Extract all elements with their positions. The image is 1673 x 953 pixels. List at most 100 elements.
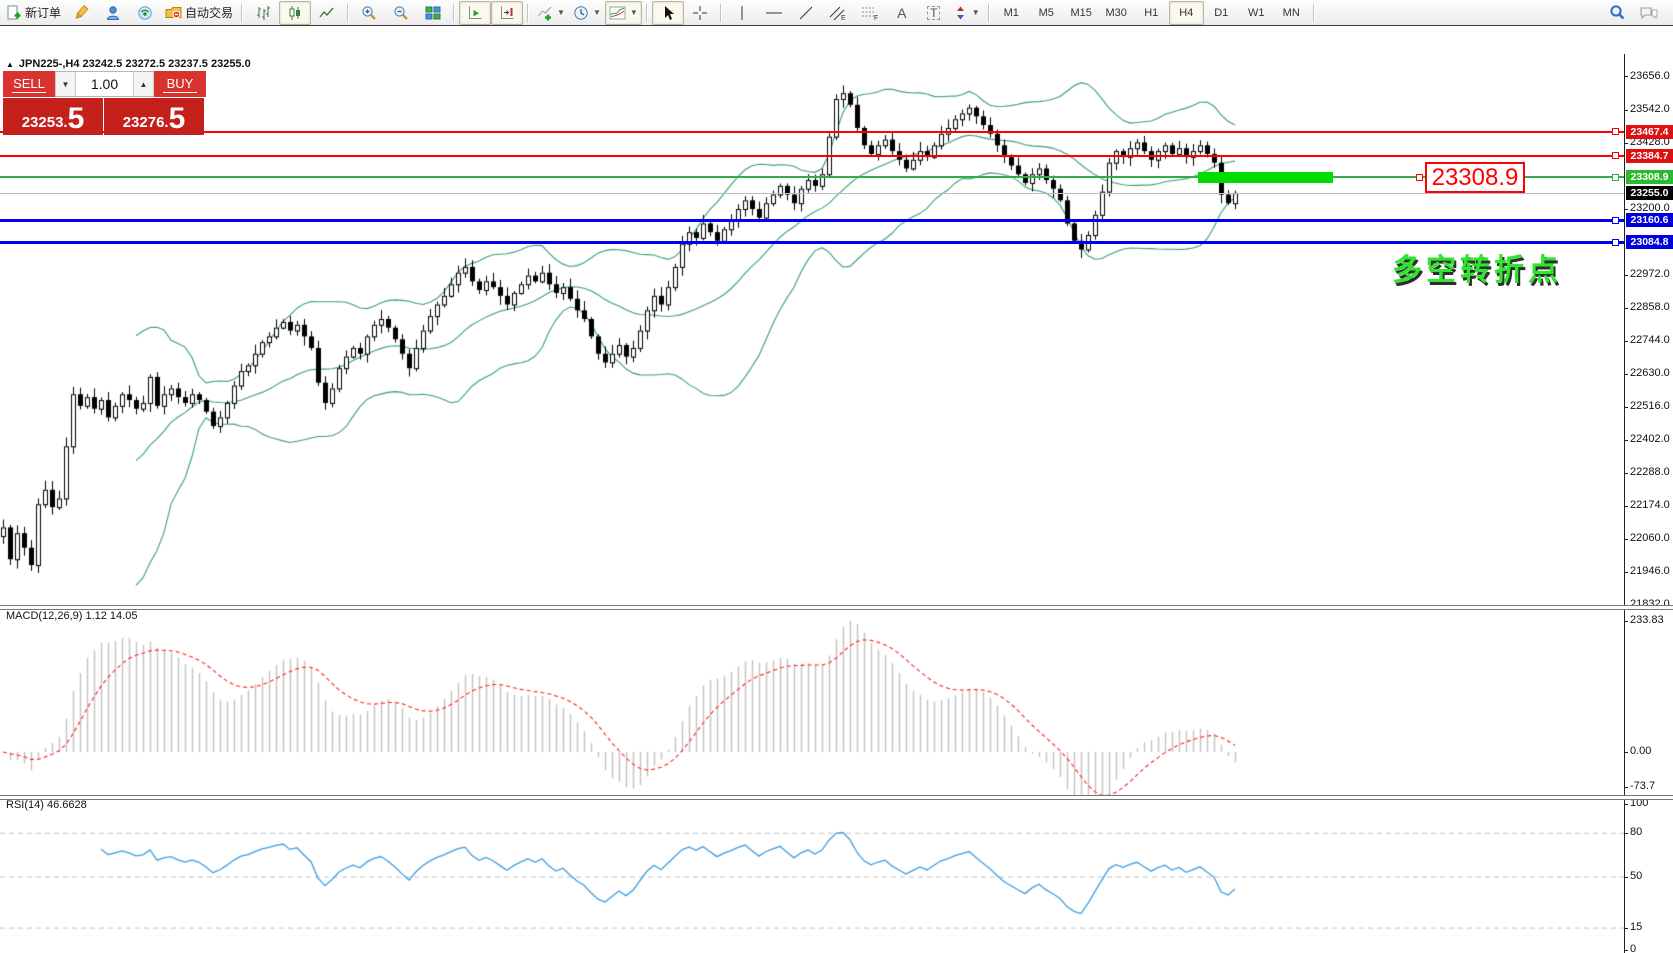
price-axis-tick-label: 22060.0 xyxy=(1630,532,1670,544)
timeframe-label: M1 xyxy=(1003,6,1019,19)
fibonacci-button[interactable]: F xyxy=(854,1,886,25)
rsi-axis-tick xyxy=(1624,803,1628,805)
volume-up-button[interactable]: ▲ xyxy=(133,72,154,96)
horizontal-level-line-23467.4[interactable] xyxy=(0,130,1624,133)
search-button[interactable] xyxy=(1601,1,1633,25)
line-handle[interactable] xyxy=(1612,238,1619,246)
auto-scroll-button[interactable] xyxy=(459,0,492,25)
community-button[interactable] xyxy=(97,1,129,25)
bars-chart-button[interactable] xyxy=(247,1,279,25)
price-axis-tick xyxy=(1624,208,1628,210)
volume-down-button[interactable]: ▼ xyxy=(55,72,76,96)
one-click-collapse-icon[interactable]: ▲ xyxy=(6,59,14,69)
buy-underline xyxy=(163,91,197,93)
symbol-info-line[interactable]: ▲ JPN225-,H4 23242.5 23272.5 23237.5 232… xyxy=(6,58,251,70)
vertical-line-button[interactable] xyxy=(726,1,758,25)
text-label-icon: T xyxy=(927,5,941,20)
horizontal-level-line-23384.7[interactable] xyxy=(0,154,1624,157)
new-order-label: 新订单 xyxy=(25,6,62,20)
zoom-out-button[interactable] xyxy=(385,1,417,25)
chat-button[interactable] xyxy=(1633,1,1665,25)
fibonacci-icon: F xyxy=(861,7,878,21)
horizontal-level-line-23084.8[interactable] xyxy=(0,240,1624,244)
crosshair-button[interactable] xyxy=(684,1,716,25)
panel-divider[interactable] xyxy=(0,605,1673,610)
toolbar-separator xyxy=(453,3,456,22)
chinese-annotation[interactable]: 多空转折点 xyxy=(1392,254,1562,287)
candles-chart-button[interactable] xyxy=(279,0,312,25)
price-axis-tick xyxy=(1624,307,1628,309)
new-order-button[interactable]: 新订单 xyxy=(2,1,65,25)
trendline-button[interactable] xyxy=(790,1,822,25)
current-price-line[interactable] xyxy=(0,192,1624,194)
timeframe-label: H4 xyxy=(1179,6,1194,19)
horizontal-line-icon xyxy=(765,12,782,13)
horizontal-level-line-23308.9[interactable] xyxy=(0,176,1624,179)
zoom-in-button[interactable] xyxy=(353,1,385,25)
text-button[interactable]: A xyxy=(886,1,918,25)
buy-button[interactable]: BUY xyxy=(154,71,206,97)
timeframe-label: D1 xyxy=(1214,6,1229,19)
templates-button[interactable]: ▼ xyxy=(604,0,642,25)
timeframe-button-h4[interactable]: H4 xyxy=(1168,0,1204,25)
text-a-icon: A xyxy=(897,4,907,21)
equidistant-channel-button[interactable]: E xyxy=(822,1,854,25)
timeframe-button-mn[interactable]: MN xyxy=(1274,1,1309,25)
main-chart-canvas[interactable] xyxy=(0,54,1624,605)
macd-panel-canvas[interactable] xyxy=(0,608,1624,795)
timeframe-button-m30[interactable]: M30 xyxy=(1099,1,1134,25)
highlight-price-bar[interactable] xyxy=(1198,171,1333,183)
one-click-trade-panel: SELL ▼ 1.00 ▲ BUY 23253. 5 xyxy=(3,71,206,135)
timeframe-button-h1[interactable]: H1 xyxy=(1134,1,1169,25)
timeframe-label: M15 xyxy=(1070,6,1092,19)
timeframe-button-m15[interactable]: M15 xyxy=(1064,1,1099,25)
line-handle[interactable] xyxy=(1612,128,1619,136)
svg-text:F: F xyxy=(874,15,878,21)
panel-divider[interactable] xyxy=(0,795,1673,800)
zoom-out-icon xyxy=(394,5,408,20)
sell-price-pip: 5 xyxy=(67,102,85,136)
price-axis-tick xyxy=(1624,274,1628,276)
volume-input[interactable]: 1.00 xyxy=(90,76,119,92)
periods-button[interactable]: ▼ xyxy=(569,1,605,25)
line-handle[interactable] xyxy=(1612,152,1619,160)
sell-underline xyxy=(12,91,46,93)
line-handle[interactable] xyxy=(1416,173,1423,181)
level-price-label: 23160.6 xyxy=(1626,213,1673,228)
dropdown-caret: ▼ xyxy=(971,8,980,17)
indicators-button[interactable]: ▼ xyxy=(533,1,569,25)
rsi-panel-canvas[interactable] xyxy=(0,798,1624,953)
buy-price[interactable]: 23276. 5 xyxy=(104,98,204,135)
timeframe-button-m1[interactable]: M1 xyxy=(994,1,1029,25)
cursor-button[interactable] xyxy=(651,0,684,25)
line-handle[interactable] xyxy=(1612,216,1619,224)
price-callout-label[interactable]: 23308.9 xyxy=(1425,161,1525,193)
horizontal-level-line-23160.6[interactable] xyxy=(0,218,1624,222)
arrows-button[interactable]: ▼ xyxy=(950,1,984,25)
chart-shift-button[interactable] xyxy=(491,0,524,25)
vertical-line-icon xyxy=(741,5,743,20)
line-chart-button[interactable] xyxy=(311,1,343,25)
price-axis-tick-label: 23542.0 xyxy=(1630,103,1670,115)
timeframe-button-w1[interactable]: W1 xyxy=(1239,1,1274,25)
styler-button[interactable] xyxy=(65,1,97,25)
current-price-label: 23255.0 xyxy=(1626,186,1673,201)
sell-button[interactable]: SELL xyxy=(3,71,55,97)
tile-windows-button[interactable] xyxy=(417,1,449,25)
text-label-button[interactable]: T xyxy=(918,1,950,25)
macd-axis-tick xyxy=(1624,786,1628,788)
arrows-icon xyxy=(956,6,964,19)
toolbar-separator xyxy=(347,3,350,22)
line-handle[interactable] xyxy=(1612,173,1619,181)
horizontal-line-button[interactable] xyxy=(758,1,790,25)
macd-axis-tick xyxy=(1624,751,1628,753)
signals-button[interactable] xyxy=(129,1,161,25)
price-axis-tick xyxy=(1624,406,1628,408)
price-axis-tick xyxy=(1624,109,1628,111)
zoom-in-icon xyxy=(362,5,376,20)
timeframe-button-m5[interactable]: M5 xyxy=(1029,1,1064,25)
sell-price[interactable]: 23253. 5 xyxy=(3,98,103,135)
buy-price-pip: 5 xyxy=(168,102,186,136)
timeframe-button-d1[interactable]: D1 xyxy=(1204,1,1239,25)
autotrading-button[interactable]: 自动交易 xyxy=(161,1,237,25)
